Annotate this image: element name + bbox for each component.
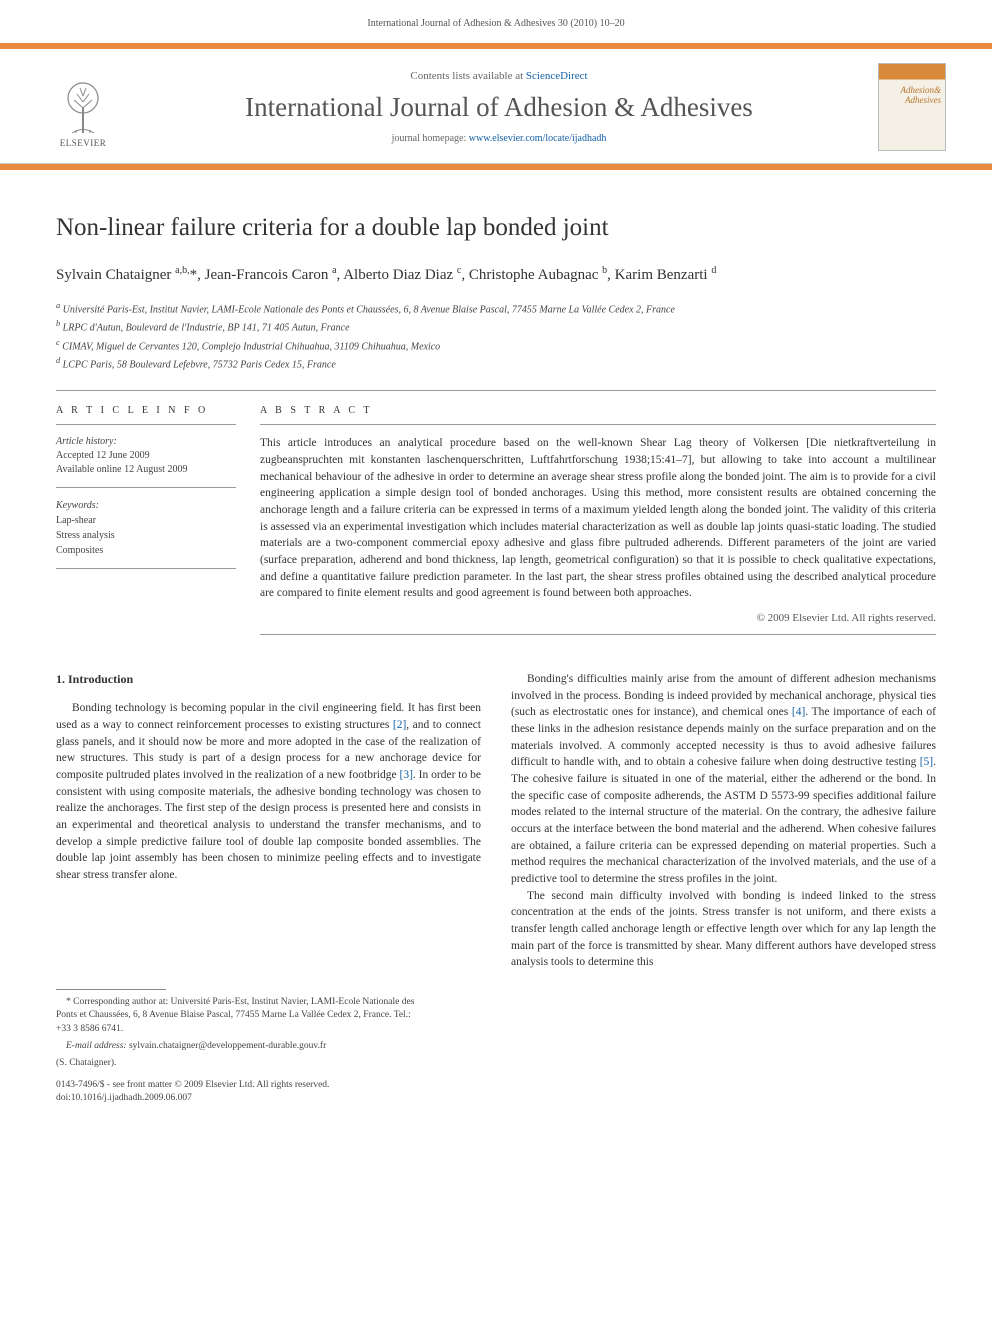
section-heading: 1. Introduction [56, 671, 481, 688]
affiliation-text: CIMAV, Miguel de Cervantes 120, Complejo… [62, 341, 440, 352]
author-list: Sylvain Chataigner a,b,*, Jean-Francois … [56, 263, 936, 287]
email-author-name: (S. Chataigner). [56, 1057, 424, 1070]
publisher-logo: ELSEVIER [46, 66, 120, 148]
keyword: Composites [56, 543, 236, 558]
affiliation-text: LCPC Paris, 58 Boulevard Lefebvre, 75732… [63, 359, 336, 370]
article-info-block: A R T I C L E I N F O Article history: A… [56, 405, 260, 635]
email-note: E-mail address: sylvain.chataigner@devel… [56, 1040, 424, 1053]
affiliation-list: a Université Paris-Est, Institut Navier,… [56, 300, 936, 372]
affiliation: b LRPC d'Autun, Boulevard de l'Industrie… [56, 318, 936, 335]
homepage-link[interactable]: www.elsevier.com/locate/ijadhadh [469, 133, 607, 144]
publisher-name: ELSEVIER [60, 138, 107, 148]
footnote-rule [56, 989, 166, 990]
contents-available-line: Contents lists available at ScienceDirec… [120, 70, 878, 82]
keyword: Lap-shear [56, 513, 236, 528]
journal-banner: ELSEVIER Contents lists available at Sci… [0, 43, 992, 164]
abstract-block: A B S T R A C T This article introduces … [260, 405, 936, 635]
body-paragraph: Bonding's difficulties mainly arise from… [511, 671, 936, 888]
corresponding-author-note: * Corresponding author at: Université Pa… [56, 996, 424, 1036]
abstract-heading: A B S T R A C T [260, 405, 936, 425]
footnotes-block: * Corresponding author at: Université Pa… [0, 996, 480, 1123]
email-label: E-mail address: [66, 1041, 127, 1051]
keywords-label: Keywords: [56, 498, 236, 513]
cover-line-2: Adhesives [901, 96, 942, 106]
journal-cover-thumbnail: Adhesion& Adhesives [878, 63, 946, 151]
column-right: Bonding's difficulties mainly arise from… [511, 671, 936, 971]
homepage-line: journal homepage: www.elsevier.com/locat… [120, 133, 878, 144]
body-two-column: 1. Introduction Bonding technology is be… [0, 635, 992, 971]
homepage-prefix: journal homepage: [392, 133, 469, 144]
abstract-copyright: © 2009 Elsevier Ltd. All rights reserved… [260, 612, 936, 635]
body-paragraph: The second main difficulty involved with… [511, 888, 936, 971]
sciencedirect-link[interactable]: ScienceDirect [526, 70, 588, 82]
contents-prefix: Contents lists available at [410, 70, 525, 82]
article-history: Article history: Accepted 12 June 2009 A… [56, 435, 236, 488]
affiliation: d LCPC Paris, 58 Boulevard Lefebvre, 757… [56, 355, 936, 372]
elsevier-tree-icon [56, 78, 110, 136]
affiliation-text: LRPC d'Autun, Boulevard de l'Industrie, … [63, 323, 350, 334]
keywords-block: Keywords: Lap-shear Stress analysis Comp… [56, 498, 236, 569]
running-header: International Journal of Adhesion & Adhe… [0, 0, 992, 43]
affiliation-text: Université Paris-Est, Institut Navier, L… [63, 304, 675, 315]
doi-line: doi:10.1016/j.ijadhadh.2009.06.007 [56, 1092, 424, 1105]
body-paragraph: Bonding technology is becoming popular i… [56, 700, 481, 883]
article-info-heading: A R T I C L E I N F O [56, 405, 236, 425]
affiliation: a Université Paris-Est, Institut Navier,… [56, 300, 936, 317]
journal-title: International Journal of Adhesion & Adhe… [120, 92, 878, 123]
column-left: 1. Introduction Bonding technology is be… [56, 671, 481, 971]
keyword: Stress analysis [56, 528, 236, 543]
online-date: Available online 12 August 2009 [56, 463, 236, 477]
article-title: Non-linear failure criteria for a double… [56, 212, 936, 245]
accepted-date: Accepted 12 June 2009 [56, 449, 236, 463]
affiliation: c CIMAV, Miguel de Cervantes 120, Comple… [56, 337, 936, 354]
history-label: Article history: [56, 435, 236, 449]
issn-line: 0143-7496/$ - see front matter © 2009 El… [56, 1079, 424, 1092]
abstract-text: This article introduces an analytical pr… [260, 435, 936, 608]
email-address: sylvain.chataigner@developpement-durable… [129, 1041, 326, 1051]
